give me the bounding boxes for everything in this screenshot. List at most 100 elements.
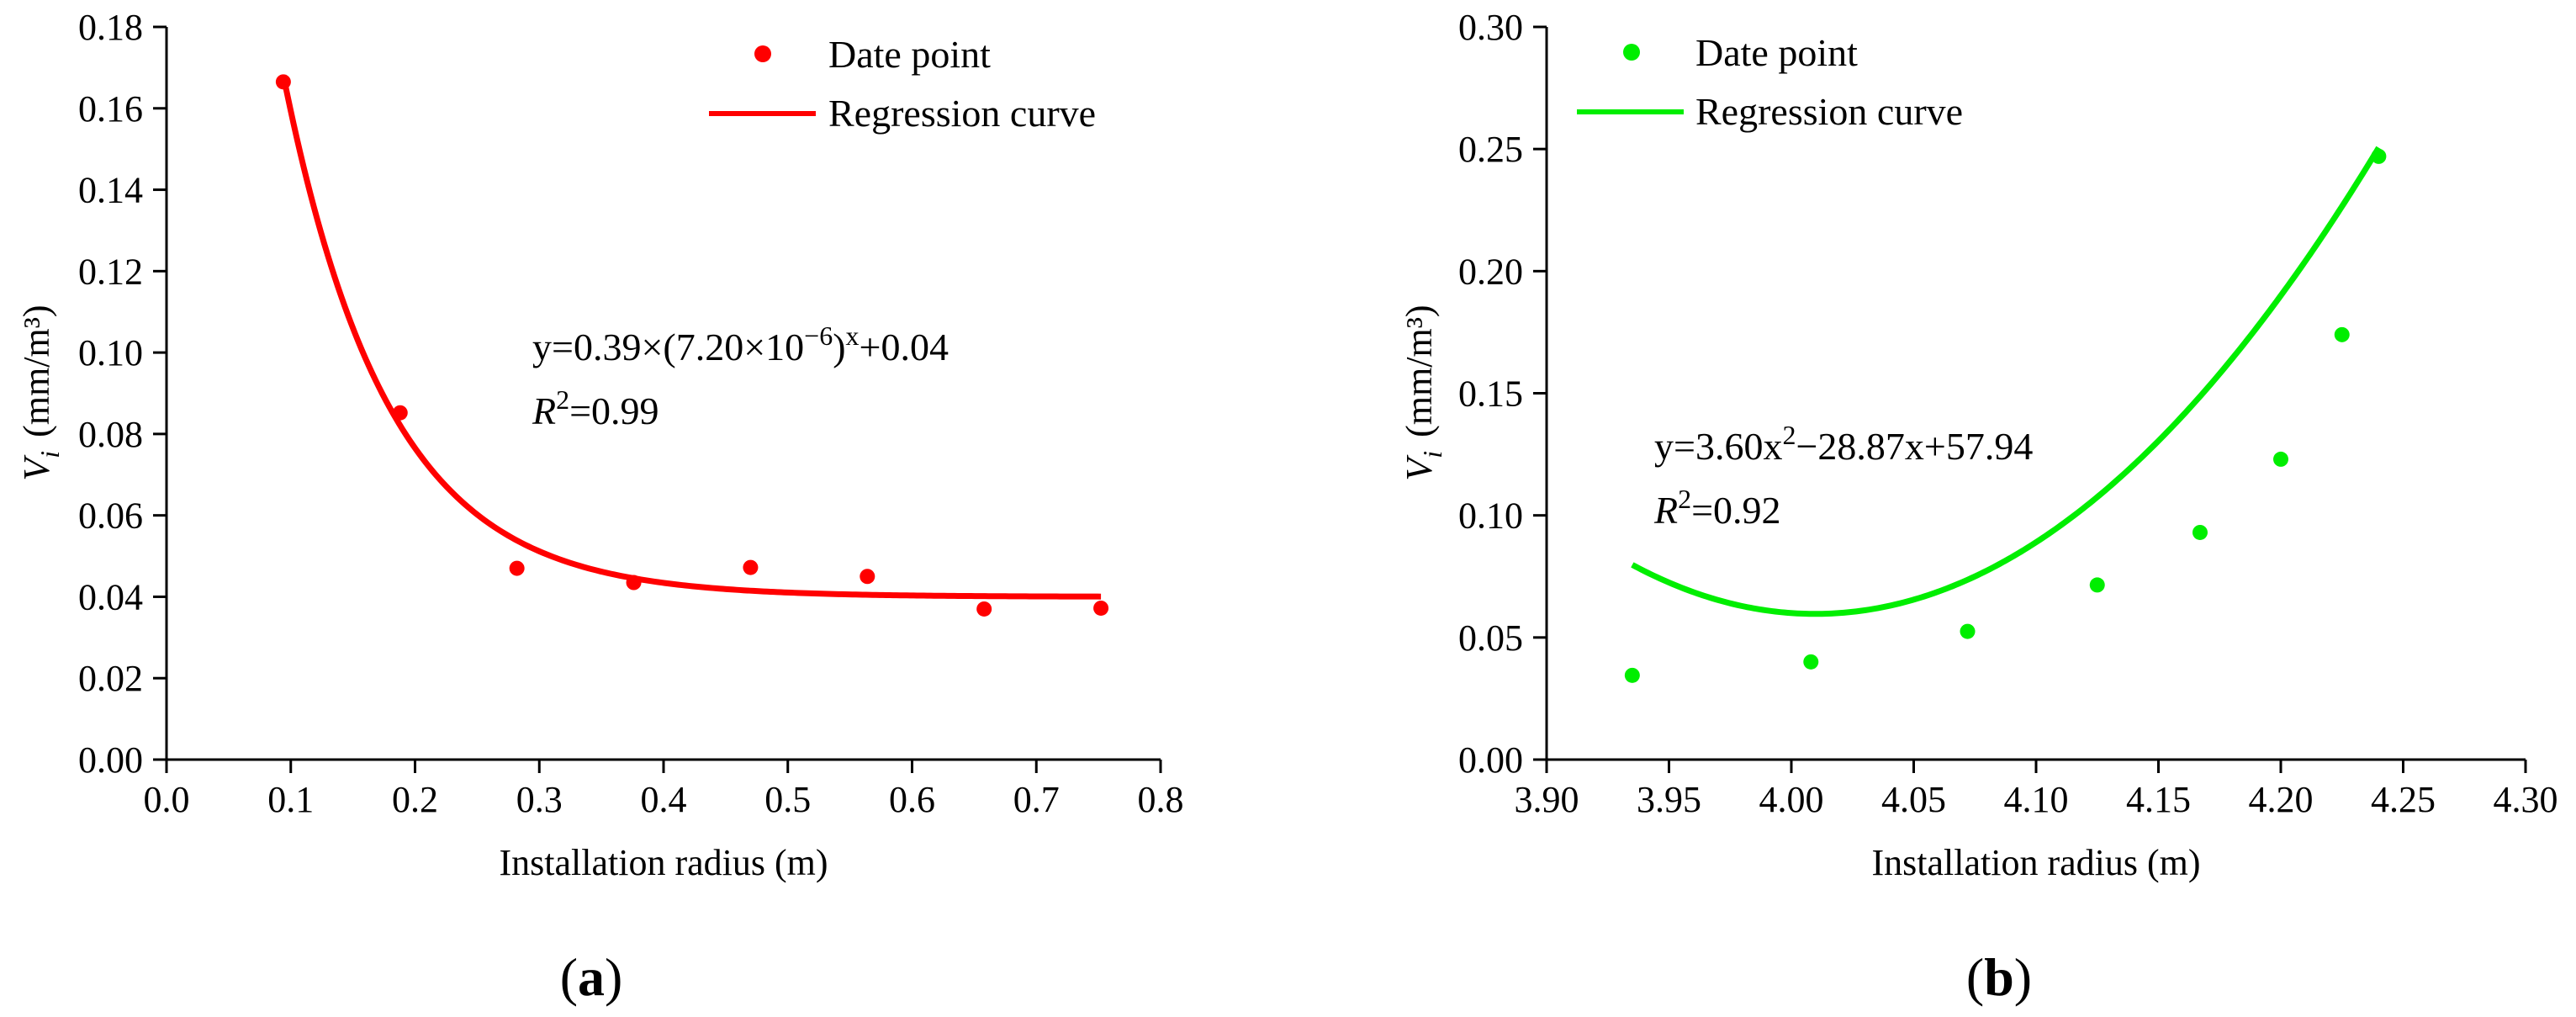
panel-a-y-tick-label: 0.14: [78, 170, 143, 211]
panel-b-y-tick-label: 0.10: [1458, 495, 1523, 537]
panel-b-y-tick-label: 0.25: [1458, 129, 1523, 170]
panel-b-ticks: [1533, 25, 2527, 773]
panel-b-y-tick-label: 0.15: [1458, 373, 1523, 415]
panel-a-data-points: [275, 74, 1109, 617]
panel-a-x-tick-label: 0.5: [764, 779, 811, 820]
panel-b-data-point: [1803, 654, 1819, 670]
panel-a-legend-curve-label: Regression curve: [828, 92, 1096, 135]
panel-b-x-tick-label: 4.00: [1759, 779, 1824, 820]
panel-b-legend-points-label: Date point: [1695, 31, 1858, 74]
panel-b-legend-point-marker: [1623, 44, 1640, 61]
panel-b-x-axis-title: Installation radius (m): [1871, 842, 2200, 883]
panel-a-y-var: V: [16, 454, 57, 481]
panel-a-y-unit: (mm/m³): [16, 305, 57, 437]
panel-b-y-axis-title: Vi (mm/m³): [1399, 305, 1447, 480]
panel-a-x-tick-label: 0.0: [144, 779, 190, 820]
panel-b-y-unit: (mm/m³): [1399, 305, 1440, 437]
panel-a-x-tick-label: 0.7: [1013, 779, 1060, 820]
panel-b-tick-labels: 3.90 3.95 4.00 4.05 4.10 4.15 4.20 4.25 4.30 0.00…: [1458, 7, 2558, 820]
panel-b-x-tick-label: 4.25: [2371, 779, 2436, 820]
panel-b-x-tick-label: 4.30: [2494, 779, 2558, 820]
panel-a-label-letter: a: [578, 947, 605, 1007]
panel-a-x-axis-title: Installation radius (m): [499, 842, 828, 883]
panel-b-data-point: [2371, 148, 2387, 164]
panel-a-y-axis-title: Vi (mm/m³): [16, 305, 65, 480]
panel-a-x-tick-label: 0.4: [641, 779, 687, 820]
panel-a-label: (a): [560, 947, 623, 1007]
panel-a-data-point: [509, 560, 525, 576]
panel-a-y-tick-label: 0.18: [78, 7, 143, 48]
panel-b-legend: Date point Regression curve: [1577, 31, 1963, 133]
panel-a-x-tick-label: 0.6: [889, 779, 935, 820]
panel-b-y-sub: i: [1417, 451, 1447, 458]
panel-b-x-tick-label: 4.20: [2249, 779, 2314, 820]
panel-b-y-tick-label: 0.20: [1458, 251, 1523, 292]
panel-a-equation-exp: −6: [804, 320, 833, 351]
panel-a-y-tick-label: 0.08: [78, 414, 143, 455]
panel-a-r-label: R: [532, 389, 556, 432]
panel-a-y-tick-label: 0.12: [78, 251, 143, 292]
panel-a-y-tick-label: 0.16: [78, 88, 143, 130]
panel-b-x-tick-label: 3.90: [1515, 779, 1579, 820]
panel-a-r-value: =0.99: [569, 389, 659, 432]
panel-b-regression-curve: [1631, 146, 2382, 617]
panel-a-r-exp: 2: [556, 384, 569, 415]
panel-b-y-tick-label: 0.00: [1458, 739, 1523, 781]
panel-b-x-tick-label: 4.15: [2126, 779, 2191, 820]
panel-a-r-squared: R2=0.99: [532, 384, 659, 432]
panel-a-data-point: [275, 74, 291, 90]
panel-b-data-points: [1624, 148, 2387, 683]
panel-b-r-label: R: [1653, 489, 1678, 532]
panel-b-chart: 3.90 3.95 4.00 4.05 4.10 4.15 4.20 4.25 4.30 0.00…: [1399, 7, 2558, 1007]
panel-b-data-point: [2192, 524, 2208, 540]
panel-a-y-tick-label: 0.06: [78, 495, 143, 537]
panel-b-label-letter: b: [1984, 947, 2014, 1007]
panel-b-y-tick-label: 0.30: [1458, 7, 1523, 48]
panel-a-y-tick-label: 0.04: [78, 576, 143, 617]
panel-a-x-tick-label: 0.3: [516, 779, 563, 820]
panel-b-data-point: [2089, 577, 2105, 593]
panel-b-y-tick-label: 0.05: [1458, 617, 1523, 659]
panel-a-legend-points-label: Date point: [828, 33, 991, 76]
panel-a-y-tick-label: 0.00: [78, 739, 143, 781]
panel-b-x-tick-label: 4.05: [1881, 779, 1946, 820]
panel-b-data-point: [2273, 451, 2288, 467]
panel-b-data-point: [1960, 623, 1976, 639]
panel-a-equation: y=0.39×(7.20×10−6)x+0.04: [532, 320, 949, 368]
panel-a-equation-tail: +0.04: [860, 326, 949, 368]
panel-a-data-point: [392, 405, 408, 421]
panel-b-r-squared: R2=0.92: [1653, 484, 1781, 532]
panel-b-data-point: [1624, 667, 1640, 683]
panel-a-y-tick-label: 0.02: [78, 658, 143, 699]
panel-a-x-tick-label: 0.2: [392, 779, 438, 820]
panel-a-data-point: [1093, 600, 1109, 616]
panel-b-equation: y=3.60x2−28.87x+57.94: [1654, 420, 2033, 468]
panel-a-y-tick-label: 0.10: [78, 332, 143, 373]
panel-b-y-var: V: [1399, 454, 1440, 481]
panel-b-legend-curve-label: Regression curve: [1695, 90, 1963, 133]
panel-b-r-exp: 2: [1678, 484, 1691, 514]
panel-a-chart: 0.0 0.1 0.2 0.3 0.4 0.5 0.6 0.7 0.8 0.00 0.02 0.04 0…: [16, 7, 1184, 1007]
panel-a-ticks: [153, 25, 1162, 773]
panel-a-legend-point-marker: [754, 45, 771, 62]
panel-b-data-point: [2334, 326, 2350, 342]
panel-a-data-point: [976, 601, 992, 617]
panel-a-regression-curve: [280, 74, 1102, 600]
panel-b-r-value: =0.92: [1691, 489, 1780, 532]
panel-a-equation-close: ): [833, 326, 845, 368]
panel-a-tick-labels: 0.0 0.1 0.2 0.3 0.4 0.5 0.6 0.7 0.8 0.00 0.02 0.04 0…: [78, 7, 1184, 820]
panel-b-equation-main: y=3.60x: [1654, 425, 1782, 468]
panel-b-label: (b): [1966, 947, 2032, 1007]
panel-b-x-tick-label: 3.95: [1637, 779, 1701, 820]
panel-b-x-tick-label: 4.10: [2004, 779, 2069, 820]
panel-b-equation-tail: −28.87x+57.94: [1796, 425, 2033, 468]
panel-a-x-tick-label: 0.8: [1138, 779, 1184, 820]
panel-a-x-tick-label: 0.1: [267, 779, 314, 820]
panel-a-data-point: [860, 569, 875, 585]
panel-a-data-point: [626, 575, 642, 591]
panel-a-equation-main: y=0.39×(7.20×10: [532, 326, 804, 368]
panel-a-equation-x: x: [846, 320, 860, 351]
panel-b-equation-exp: 2: [1782, 420, 1796, 450]
panel-a-legend: Date point Regression curve: [709, 33, 1096, 135]
